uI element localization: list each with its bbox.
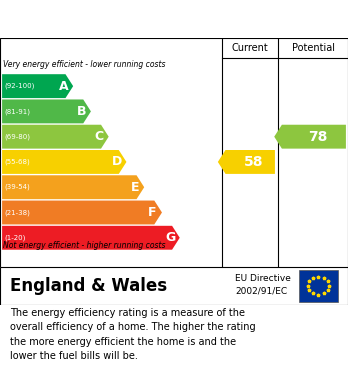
Text: (55-68): (55-68) bbox=[5, 159, 31, 165]
Text: Potential: Potential bbox=[292, 43, 335, 53]
Text: Very energy efficient - lower running costs: Very energy efficient - lower running co… bbox=[3, 59, 166, 68]
Polygon shape bbox=[2, 150, 126, 174]
Text: C: C bbox=[95, 130, 104, 143]
Text: (92-100): (92-100) bbox=[5, 83, 35, 90]
Text: A: A bbox=[59, 80, 69, 93]
Polygon shape bbox=[2, 201, 162, 224]
Text: EU Directive
2002/91/EC: EU Directive 2002/91/EC bbox=[235, 274, 291, 295]
Text: E: E bbox=[130, 181, 139, 194]
Polygon shape bbox=[218, 150, 275, 174]
Text: (21-38): (21-38) bbox=[5, 209, 31, 216]
Polygon shape bbox=[2, 125, 109, 149]
Text: D: D bbox=[112, 156, 122, 169]
Text: 58: 58 bbox=[244, 155, 263, 169]
Polygon shape bbox=[2, 226, 180, 250]
Polygon shape bbox=[2, 74, 73, 98]
Polygon shape bbox=[2, 175, 144, 199]
Text: (39-54): (39-54) bbox=[5, 184, 31, 190]
Text: (81-91): (81-91) bbox=[5, 108, 31, 115]
Text: B: B bbox=[77, 105, 86, 118]
Bar bbox=[299, 269, 338, 302]
Text: 78: 78 bbox=[308, 130, 327, 143]
Text: (69-80): (69-80) bbox=[5, 133, 31, 140]
Text: The energy efficiency rating is a measure of the
overall efficiency of a home. T: The energy efficiency rating is a measur… bbox=[10, 308, 256, 361]
Text: Energy Efficiency Rating: Energy Efficiency Rating bbox=[10, 11, 220, 26]
Text: England & Wales: England & Wales bbox=[10, 276, 168, 295]
Text: Current: Current bbox=[232, 43, 269, 53]
Text: F: F bbox=[148, 206, 157, 219]
Text: (1-20): (1-20) bbox=[5, 235, 26, 241]
Polygon shape bbox=[2, 99, 91, 123]
Polygon shape bbox=[274, 125, 346, 149]
Text: Not energy efficient - higher running costs: Not energy efficient - higher running co… bbox=[3, 241, 166, 250]
Text: G: G bbox=[165, 231, 175, 244]
